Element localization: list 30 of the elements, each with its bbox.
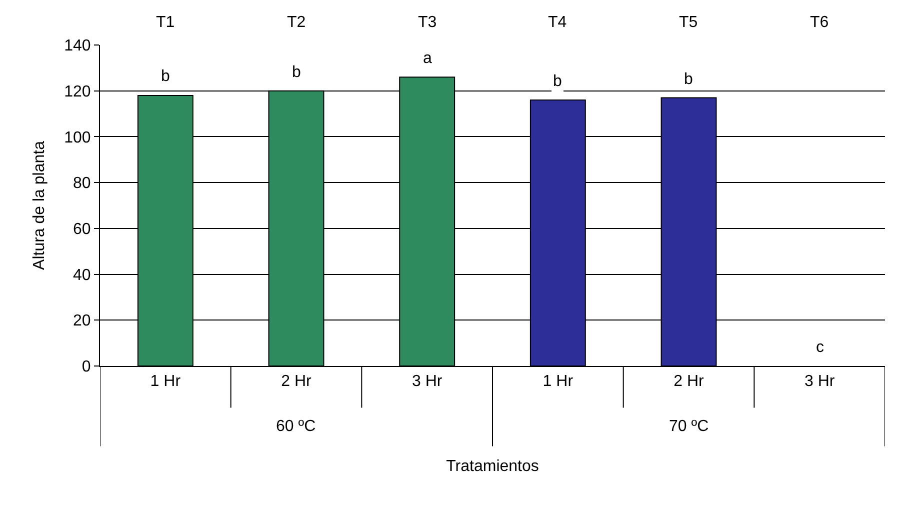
x-axis-title: Tratamientos [446, 458, 539, 475]
text: T6 [810, 14, 829, 31]
y-tick-label: 80 [73, 175, 91, 192]
text: T1 [156, 14, 175, 31]
x-tick-label: 1 Hr [150, 373, 182, 390]
y-tick-label: 100 [64, 129, 91, 146]
data-label: c [816, 339, 824, 356]
text: T4 [548, 14, 567, 31]
y-tick-label: 20 [73, 312, 91, 330]
text: T3 [418, 14, 437, 31]
data-label: b [161, 68, 170, 85]
data-label: b [553, 73, 562, 90]
data-label: b [292, 64, 301, 81]
text: 60 ºC [276, 418, 316, 435]
text: 70 ºC [669, 418, 709, 435]
y-tick-label: 140 [64, 38, 91, 55]
text: T2 [287, 14, 306, 31]
x-tick-label: 2 Hr [674, 373, 705, 390]
x-tick-label: 1 Hr [542, 373, 574, 390]
y-tick-label: 40 [73, 266, 91, 284]
x-tick-label: 2 Hr [281, 373, 312, 390]
x-tick-label: 3 Hr [412, 373, 443, 390]
text: T5 [679, 14, 698, 31]
x-tick-label: 3 Hr [804, 373, 836, 390]
data-label: a [423, 50, 432, 67]
y-tick-label: 0 [82, 358, 91, 376]
y-tick-label: 60 [73, 221, 91, 238]
y-tick-label: 120 [64, 83, 91, 100]
y-axis-title: Altura de la planta [30, 140, 48, 270]
data-label: b [684, 71, 693, 88]
